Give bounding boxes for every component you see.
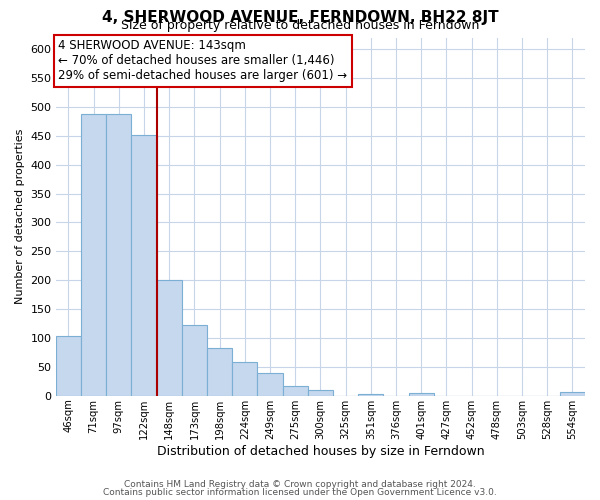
Bar (283, 386, 308, 396)
Bar (131, 134, 157, 396)
Bar (409, 393, 434, 396)
Bar (308, 390, 333, 396)
Bar (182, 326, 207, 396)
Bar (56, 336, 81, 396)
Bar (106, 114, 131, 396)
Bar (207, 348, 232, 396)
Bar (560, 392, 585, 396)
Text: Contains public sector information licensed under the Open Government Licence v3: Contains public sector information licen… (103, 488, 497, 497)
Text: Size of property relative to detached houses in Ferndown: Size of property relative to detached ho… (121, 19, 479, 32)
Y-axis label: Number of detached properties: Number of detached properties (15, 129, 25, 304)
Bar (81, 114, 106, 396)
X-axis label: Distribution of detached houses by size in Ferndown: Distribution of detached houses by size … (157, 444, 484, 458)
Text: 4, SHERWOOD AVENUE, FERNDOWN, BH22 8JT: 4, SHERWOOD AVENUE, FERNDOWN, BH22 8JT (101, 10, 499, 25)
Bar (257, 372, 283, 396)
Bar (157, 280, 182, 396)
Text: Contains HM Land Registry data © Crown copyright and database right 2024.: Contains HM Land Registry data © Crown c… (124, 480, 476, 489)
Bar (232, 362, 257, 396)
Bar (358, 394, 383, 396)
Text: 4 SHERWOOD AVENUE: 143sqm
← 70% of detached houses are smaller (1,446)
29% of se: 4 SHERWOOD AVENUE: 143sqm ← 70% of detac… (58, 40, 347, 82)
